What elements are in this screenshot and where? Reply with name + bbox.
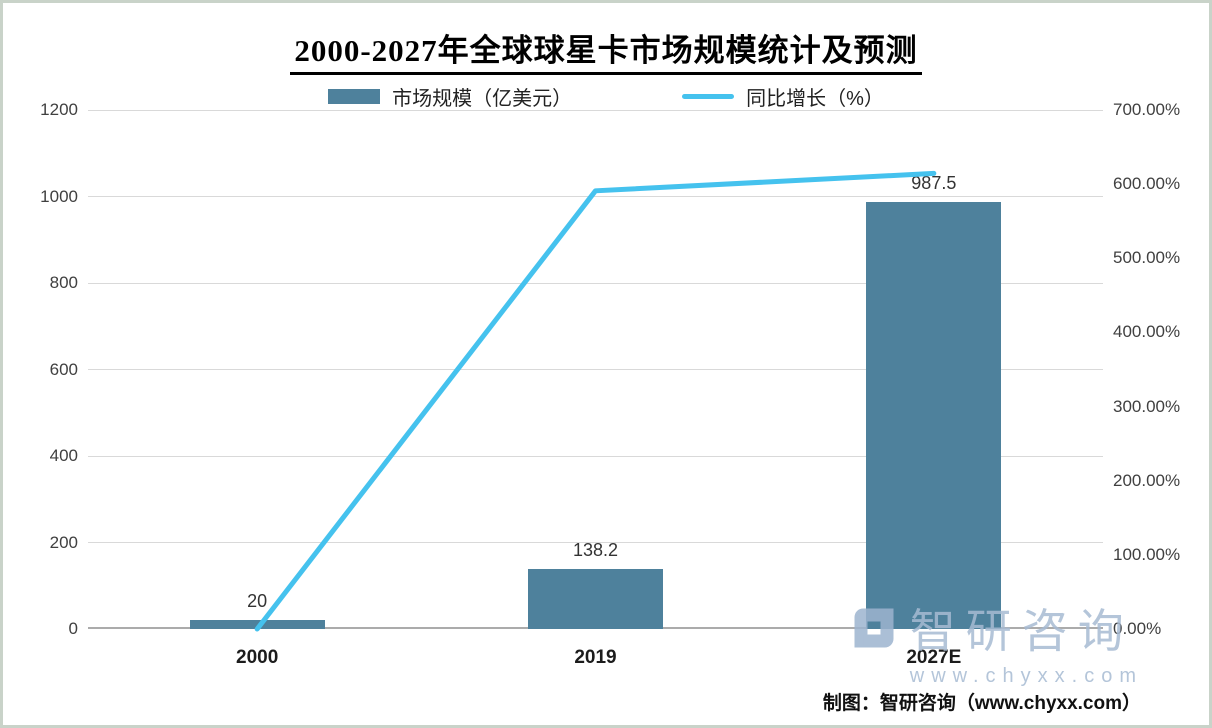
chart-title-wrap: 2000-2027年全球球星卡市场规模统计及预测 bbox=[3, 25, 1209, 75]
right-axis-tick: 600.00% bbox=[1113, 174, 1181, 194]
gridline bbox=[88, 542, 1103, 543]
watermark-url: www.chyxx.com bbox=[909, 665, 1143, 687]
legend: 市场规模（亿美元） 同比增长（%） bbox=[3, 82, 1209, 111]
bar-2027E bbox=[866, 201, 1002, 629]
right-axis-tick: 500.00% bbox=[1113, 248, 1181, 268]
bar-value-label: 987.5 bbox=[911, 172, 957, 193]
x-axis: 2000 2019 2027E bbox=[88, 647, 1103, 675]
bar-value-label: 138.2 bbox=[572, 540, 619, 561]
zhiyan-logo-icon bbox=[848, 602, 900, 654]
left-axis-tick: 400 bbox=[49, 446, 78, 465]
legend-item-market-size: 市场规模（亿美元） bbox=[328, 82, 572, 111]
right-axis-tick: 400.00% bbox=[1113, 322, 1181, 342]
x-axis-label: 2019 bbox=[574, 647, 617, 668]
left-axis-tick: 200 bbox=[49, 532, 78, 552]
left-axis-tick: 1200 bbox=[40, 100, 78, 119]
chart-title: 2000-2027年全球球星卡市场规模统计及预测 bbox=[290, 25, 922, 75]
left-axis-tick: 1000 bbox=[40, 186, 78, 206]
right-axis-tick: 100.00% bbox=[1113, 544, 1181, 564]
gridline bbox=[88, 369, 1103, 370]
legend-item-growth: 同比增长（%） bbox=[682, 82, 884, 111]
left-axis-tick: 0 bbox=[68, 619, 78, 638]
right-axis-tick: 0.00% bbox=[1113, 619, 1162, 638]
legend-label-growth: 同比增长（%） bbox=[746, 88, 884, 110]
right-axis-tick: 200.00% bbox=[1113, 470, 1181, 490]
right-axis-tick: 300.00% bbox=[1113, 396, 1181, 416]
watermark-brand: 智研咨询 bbox=[909, 605, 1134, 657]
bar-value-label: 20 bbox=[247, 591, 268, 612]
bar-2000 bbox=[189, 620, 325, 629]
legend-label-market-size: 市场规模（亿美元） bbox=[392, 88, 573, 110]
watermark: 智研咨询 www.chyxx.com bbox=[848, 595, 1143, 688]
left-axis-tick: 800 bbox=[49, 273, 78, 292]
line-series-swatch bbox=[682, 94, 735, 99]
gridline bbox=[88, 282, 1103, 284]
x-axis-label: 2027E bbox=[906, 647, 962, 668]
right-axis-tick: 700.00% bbox=[1113, 100, 1181, 119]
left-axis-tick: 600 bbox=[49, 359, 78, 379]
plot-area: 0 200 400 600 800 1000 1200 0.00% 100.00% 200.00%… bbox=[40, 100, 1180, 638]
gridline bbox=[88, 109, 1103, 111]
bar-2019 bbox=[528, 569, 663, 629]
caption: 制图：智研咨询（www.chyxx.com） bbox=[822, 693, 1141, 714]
growth-line bbox=[254, 170, 937, 632]
x-axis-label: 2000 bbox=[236, 647, 279, 668]
bar-series-swatch bbox=[328, 89, 381, 104]
gridline bbox=[88, 455, 1103, 457]
watermark-row: 智研咨询 bbox=[848, 595, 1143, 661]
gridline bbox=[88, 196, 1103, 197]
